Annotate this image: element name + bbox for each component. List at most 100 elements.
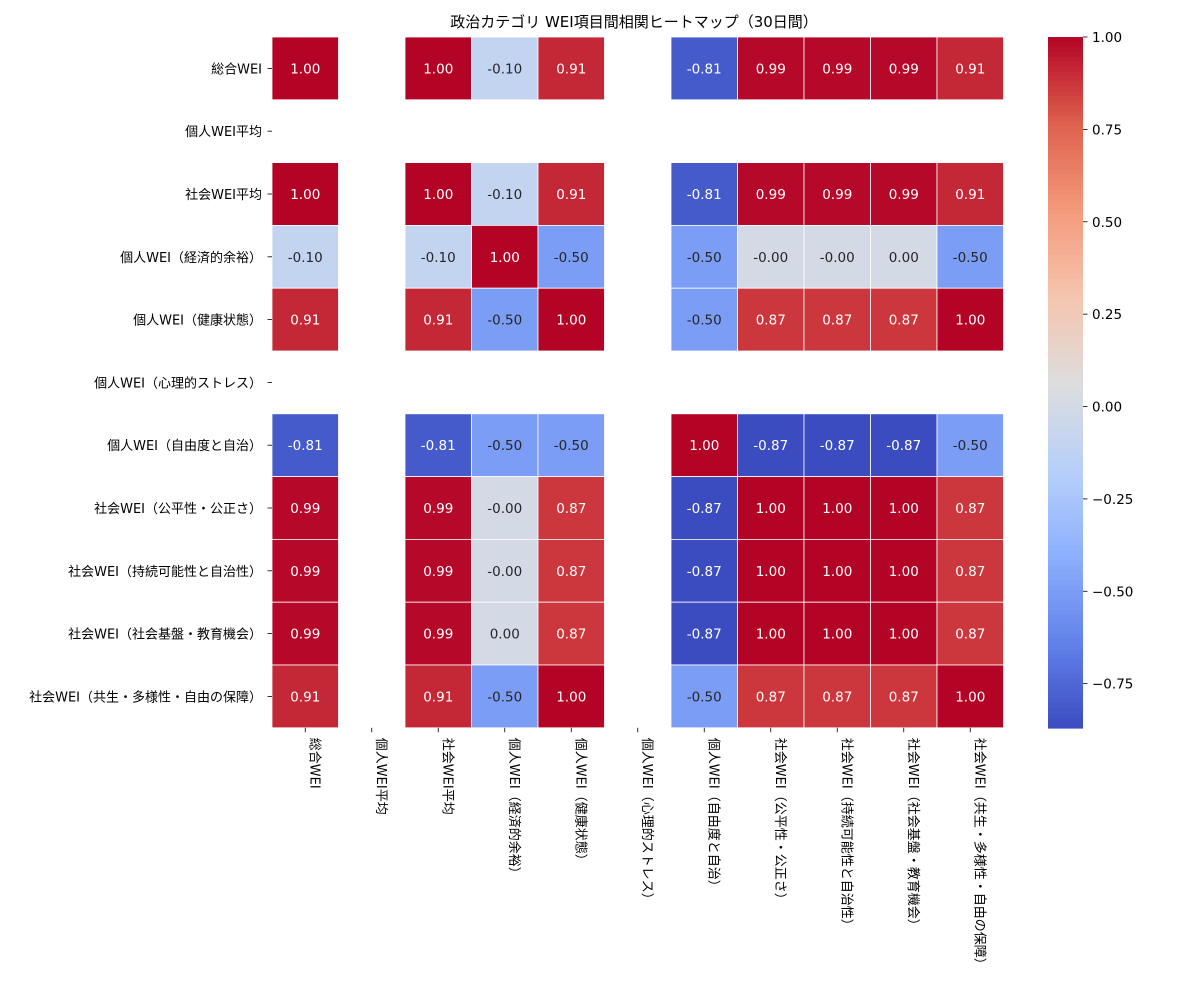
heatmap-cell-r8-c8 bbox=[803, 539, 871, 603]
heatmap-cell-label-r8-c7: 1.00 bbox=[756, 564, 786, 580]
heatmap-cell-r10-c2 bbox=[404, 664, 472, 729]
row-label-3: 個人WEI（経済的余裕） bbox=[120, 250, 262, 266]
colorbar-tick-label-4: 0.00 bbox=[1092, 400, 1122, 416]
colorbar-segment bbox=[1048, 417, 1083, 423]
heatmap-cell-label-r0-c3: -0.10 bbox=[487, 61, 522, 77]
row-label-1: 個人WEI平均 bbox=[185, 125, 262, 140]
heatmap-cell-label-r0-c8: 0.99 bbox=[822, 61, 852, 77]
heatmap-cell-label-r0-c9: 0.99 bbox=[889, 61, 919, 77]
colorbar-segment bbox=[1048, 180, 1083, 186]
colorbar-segment bbox=[1048, 37, 1083, 43]
heatmap-cell-label-r0-c6: -0.81 bbox=[687, 61, 722, 77]
heatmap-cell-r7-c10 bbox=[936, 476, 1004, 540]
heatmap-cell-r10-c6 bbox=[670, 664, 738, 729]
colorbar-segment bbox=[1048, 392, 1083, 398]
heatmap-cell-r6-c2 bbox=[404, 413, 472, 477]
heatmap-cell-r4-c10 bbox=[936, 287, 1004, 352]
heatmap-cell-label-r3-c8: -0.00 bbox=[820, 250, 855, 266]
heatmap-cell-r7-c4 bbox=[537, 476, 605, 540]
heatmap-cell-label-r6-c8: -0.87 bbox=[820, 438, 855, 454]
colorbar-segment bbox=[1048, 41, 1083, 48]
colorbar-segment bbox=[1048, 343, 1083, 349]
column-label-2: 社会WEI平均 bbox=[439, 738, 455, 815]
colorbar-segment bbox=[1048, 496, 1083, 502]
heatmap-cell-r0-c4 bbox=[537, 36, 605, 101]
heatmap-cell-r6-c4 bbox=[537, 413, 605, 477]
heatmap-cell-label-r7-c0: 0.99 bbox=[290, 501, 320, 517]
colorbar-segment bbox=[1048, 382, 1083, 389]
row-label-10: 社会WEI（共生・多様性・自由の保障） bbox=[29, 689, 262, 705]
heatmap-cell-label-r3-c9: 0.00 bbox=[889, 250, 919, 266]
colorbar-segment bbox=[1048, 466, 1083, 472]
heatmap-cell-r0-c8 bbox=[803, 36, 871, 101]
colorbar-segment bbox=[1048, 249, 1083, 255]
colorbar-segment bbox=[1048, 194, 1083, 201]
heatmap-cell-r7-c9 bbox=[870, 476, 938, 540]
colorbar-segment bbox=[1048, 66, 1083, 73]
heatmap-cell-r0-c9 bbox=[870, 36, 938, 101]
colorbar-segment bbox=[1048, 219, 1083, 226]
heatmap-cell-label-r8-c2: 0.99 bbox=[423, 564, 453, 580]
colorbar-segment bbox=[1048, 678, 1083, 685]
colorbar-segment bbox=[1048, 426, 1083, 433]
heatmap-cell-label-r7-c9: 1.00 bbox=[889, 501, 919, 517]
colorbar-segment bbox=[1048, 673, 1083, 680]
heatmap-cell-label-r0-c10: 0.91 bbox=[955, 61, 985, 77]
colorbar-segment bbox=[1048, 431, 1083, 438]
row-label-4: 個人WEI（健康状態） bbox=[133, 313, 262, 329]
heatmap-cell-label-r7-c6: -0.87 bbox=[687, 501, 722, 517]
colorbar-segment bbox=[1048, 579, 1083, 586]
colorbar-segment bbox=[1048, 135, 1083, 142]
heatmap-cell-label-r2-c2: 1.00 bbox=[423, 187, 453, 203]
colorbar-segment bbox=[1048, 639, 1083, 645]
colorbar-segment bbox=[1048, 357, 1083, 364]
colorbar-segment bbox=[1048, 273, 1083, 280]
heatmap-cell-r9-c6 bbox=[670, 601, 738, 666]
colorbar-segment bbox=[1048, 377, 1083, 384]
heatmap-cell-r6-c0 bbox=[271, 413, 339, 477]
heatmap-cell-r2-c6 bbox=[670, 162, 738, 226]
row-label-8: 社会WEI（持続可能性と自治性） bbox=[68, 564, 262, 580]
colorbar-segment bbox=[1048, 204, 1083, 211]
heatmap-cell-label-r4-c2: 0.91 bbox=[423, 313, 453, 329]
colorbar-segment bbox=[1048, 703, 1083, 709]
colorbar-segment bbox=[1048, 229, 1083, 236]
colorbar-segment bbox=[1048, 254, 1083, 260]
colorbar-segment bbox=[1048, 688, 1083, 695]
colorbar-segment bbox=[1048, 486, 1083, 492]
colorbar-segment bbox=[1048, 604, 1083, 611]
colorbar-segment bbox=[1048, 708, 1083, 714]
colorbar-segment bbox=[1048, 175, 1083, 181]
colorbar-segment bbox=[1048, 456, 1083, 463]
row-label-5: 個人WEI（心理的ストレス） bbox=[94, 375, 262, 391]
heatmap-cell-r7-c0 bbox=[271, 476, 339, 540]
colorbar-segment bbox=[1048, 387, 1083, 393]
heatmap-cell-label-r7-c2: 0.99 bbox=[423, 501, 453, 517]
colorbar-segment bbox=[1048, 160, 1083, 166]
heatmap-cell-label-r9-c10: 0.87 bbox=[955, 627, 985, 643]
colorbar-segment bbox=[1048, 402, 1083, 408]
row-label-7: 社会WEI（公平性・公正さ） bbox=[94, 501, 262, 517]
colorbar: 1.00 0.75 0.50 0.25 0.00 −0.25 −0.50 −0.75 bbox=[1048, 30, 1133, 729]
colorbar-segment bbox=[1048, 264, 1083, 270]
heatmap-cell-label-r3-c3: 1.00 bbox=[490, 250, 520, 266]
heatmap-cell-r3-c0 bbox=[271, 224, 339, 289]
heatmap-cell-r3-c10 bbox=[936, 224, 1004, 289]
colorbar-segment bbox=[1048, 199, 1083, 206]
row-label-6: 個人WEI（自由度と自治） bbox=[107, 438, 262, 454]
colorbar-segment bbox=[1048, 570, 1083, 576]
heatmap-cell-label-r0-c4: 0.91 bbox=[556, 61, 586, 77]
heatmap-cell-r4-c8 bbox=[803, 287, 871, 352]
heatmap-cell-label-r9-c4: 0.87 bbox=[556, 627, 586, 643]
heatmap-cell-label-r2-c0: 1.00 bbox=[290, 187, 320, 203]
heatmap-cell-r7-c7 bbox=[737, 476, 805, 540]
colorbar-segment bbox=[1048, 328, 1083, 334]
heatmap-cell-label-r6-c7: -0.87 bbox=[753, 438, 788, 454]
heatmap-cell-r7-c2 bbox=[404, 476, 472, 540]
colorbar-segment bbox=[1048, 120, 1083, 127]
heatmap-cell-label-r8-c3: -0.00 bbox=[487, 564, 522, 580]
colorbar-segment bbox=[1048, 614, 1083, 621]
heatmap-cell-label-r2-c7: 0.99 bbox=[756, 187, 786, 203]
heatmap-cell-label-r3-c4: -0.50 bbox=[554, 250, 589, 266]
